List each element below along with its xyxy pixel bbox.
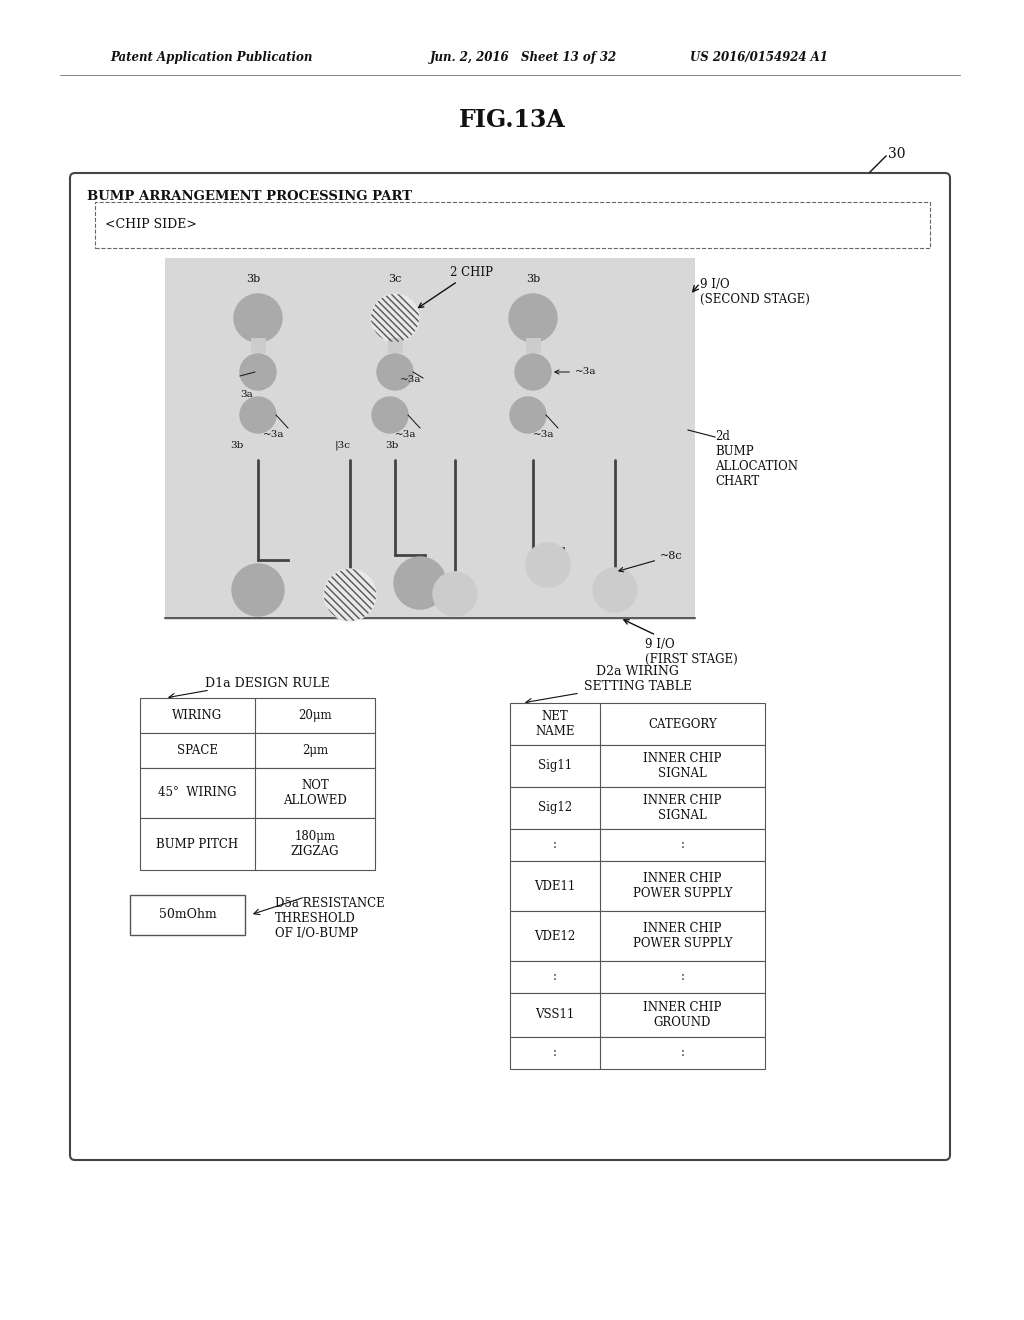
FancyBboxPatch shape bbox=[70, 173, 950, 1160]
Circle shape bbox=[510, 397, 546, 433]
Bar bbox=[510, 787, 765, 829]
Text: NOT
ALLOWED: NOT ALLOWED bbox=[283, 779, 347, 807]
Bar bbox=[510, 961, 765, 993]
Bar bbox=[165, 257, 695, 620]
Bar bbox=[510, 911, 765, 961]
Text: 20μm: 20μm bbox=[298, 709, 332, 722]
Text: Sig12: Sig12 bbox=[538, 801, 572, 814]
Text: INNER CHIP
GROUND: INNER CHIP GROUND bbox=[643, 1001, 722, 1030]
Text: 50mOhm: 50mOhm bbox=[159, 908, 216, 921]
Bar bbox=[510, 704, 765, 744]
Bar bbox=[140, 818, 375, 870]
Circle shape bbox=[324, 569, 376, 620]
Circle shape bbox=[371, 294, 419, 342]
Bar bbox=[140, 733, 375, 768]
Text: <CHIP SIDE>: <CHIP SIDE> bbox=[105, 219, 197, 231]
Text: VDE11: VDE11 bbox=[535, 879, 575, 892]
Text: 180μm
ZIGZAG: 180μm ZIGZAG bbox=[291, 830, 339, 858]
Circle shape bbox=[240, 397, 276, 433]
Circle shape bbox=[394, 557, 446, 609]
Text: Sig11: Sig11 bbox=[538, 759, 572, 772]
Text: D1a DESIGN RULE: D1a DESIGN RULE bbox=[205, 677, 330, 690]
Bar bbox=[510, 861, 765, 911]
Text: Patent Application Publication: Patent Application Publication bbox=[110, 51, 312, 65]
Text: 2μm: 2μm bbox=[302, 744, 328, 756]
Circle shape bbox=[234, 294, 282, 342]
Text: VSS11: VSS11 bbox=[536, 1008, 574, 1022]
Text: SPACE: SPACE bbox=[177, 744, 218, 756]
Bar bbox=[526, 338, 540, 352]
Circle shape bbox=[240, 354, 276, 389]
Circle shape bbox=[509, 294, 557, 342]
Text: :: : bbox=[553, 970, 557, 983]
Bar bbox=[251, 338, 265, 352]
Text: ~3a: ~3a bbox=[263, 430, 285, 440]
Text: :: : bbox=[553, 1047, 557, 1060]
Text: Jun. 2, 2016   Sheet 13 of 32: Jun. 2, 2016 Sheet 13 of 32 bbox=[430, 51, 617, 65]
Text: INNER CHIP
POWER SUPPLY: INNER CHIP POWER SUPPLY bbox=[633, 921, 732, 950]
Text: VDE12: VDE12 bbox=[535, 929, 575, 942]
Text: NET
NAME: NET NAME bbox=[536, 710, 574, 738]
Bar bbox=[510, 829, 765, 861]
Text: ~3a: ~3a bbox=[534, 430, 555, 440]
Text: 2d
BUMP
ALLOCATION
CHART: 2d BUMP ALLOCATION CHART bbox=[715, 430, 798, 488]
Text: ~8c: ~8c bbox=[618, 550, 683, 572]
Circle shape bbox=[232, 564, 284, 616]
Text: INNER CHIP
SIGNAL: INNER CHIP SIGNAL bbox=[643, 752, 722, 780]
Circle shape bbox=[593, 568, 637, 612]
Text: 3b: 3b bbox=[385, 441, 398, 450]
Text: D5a RESISTANCE
THRESHOLD
OF I/O-BUMP: D5a RESISTANCE THRESHOLD OF I/O-BUMP bbox=[275, 898, 385, 940]
Bar bbox=[510, 993, 765, 1038]
Bar bbox=[510, 744, 765, 787]
Text: CATEGORY: CATEGORY bbox=[648, 718, 717, 730]
Text: :: : bbox=[681, 1047, 684, 1060]
Circle shape bbox=[433, 572, 477, 616]
Text: 45°  WIRING: 45° WIRING bbox=[159, 787, 237, 800]
Text: 2 CHIP: 2 CHIP bbox=[419, 265, 493, 308]
Text: BUMP PITCH: BUMP PITCH bbox=[157, 837, 239, 850]
Text: US 2016/0154924 A1: US 2016/0154924 A1 bbox=[690, 51, 827, 65]
Bar bbox=[510, 1038, 765, 1069]
Circle shape bbox=[526, 543, 570, 587]
Text: 9 I/O
(SECOND STAGE): 9 I/O (SECOND STAGE) bbox=[700, 279, 810, 306]
Text: 3b: 3b bbox=[246, 275, 260, 284]
Text: 30: 30 bbox=[888, 147, 905, 161]
Bar bbox=[388, 338, 402, 352]
Text: 9 I/O
(FIRST STAGE): 9 I/O (FIRST STAGE) bbox=[624, 620, 737, 667]
Text: 3b: 3b bbox=[230, 441, 244, 450]
Circle shape bbox=[372, 397, 408, 433]
Text: D2a WIRING
SETTING TABLE: D2a WIRING SETTING TABLE bbox=[584, 665, 691, 693]
Circle shape bbox=[377, 354, 413, 389]
Bar bbox=[140, 698, 375, 733]
Text: 3a: 3a bbox=[241, 389, 253, 399]
Text: WIRING: WIRING bbox=[172, 709, 222, 722]
Circle shape bbox=[515, 354, 551, 389]
Text: 3c: 3c bbox=[388, 275, 401, 284]
Text: 3b: 3b bbox=[526, 275, 540, 284]
Text: :: : bbox=[681, 970, 684, 983]
Bar bbox=[95, 202, 930, 248]
Text: BUMP ARRANGEMENT PROCESSING PART: BUMP ARRANGEMENT PROCESSING PART bbox=[87, 190, 412, 202]
Text: :: : bbox=[553, 838, 557, 851]
Bar bbox=[130, 895, 245, 935]
Text: ~3a: ~3a bbox=[400, 375, 422, 384]
Text: :: : bbox=[681, 838, 684, 851]
Text: ~3a: ~3a bbox=[555, 367, 597, 376]
Text: FIG.13A: FIG.13A bbox=[459, 108, 565, 132]
Text: INNER CHIP
POWER SUPPLY: INNER CHIP POWER SUPPLY bbox=[633, 873, 732, 900]
Text: INNER CHIP
SIGNAL: INNER CHIP SIGNAL bbox=[643, 795, 722, 822]
Bar bbox=[140, 768, 375, 818]
Text: ~3a: ~3a bbox=[395, 430, 417, 440]
Text: |3c: |3c bbox=[335, 441, 351, 450]
